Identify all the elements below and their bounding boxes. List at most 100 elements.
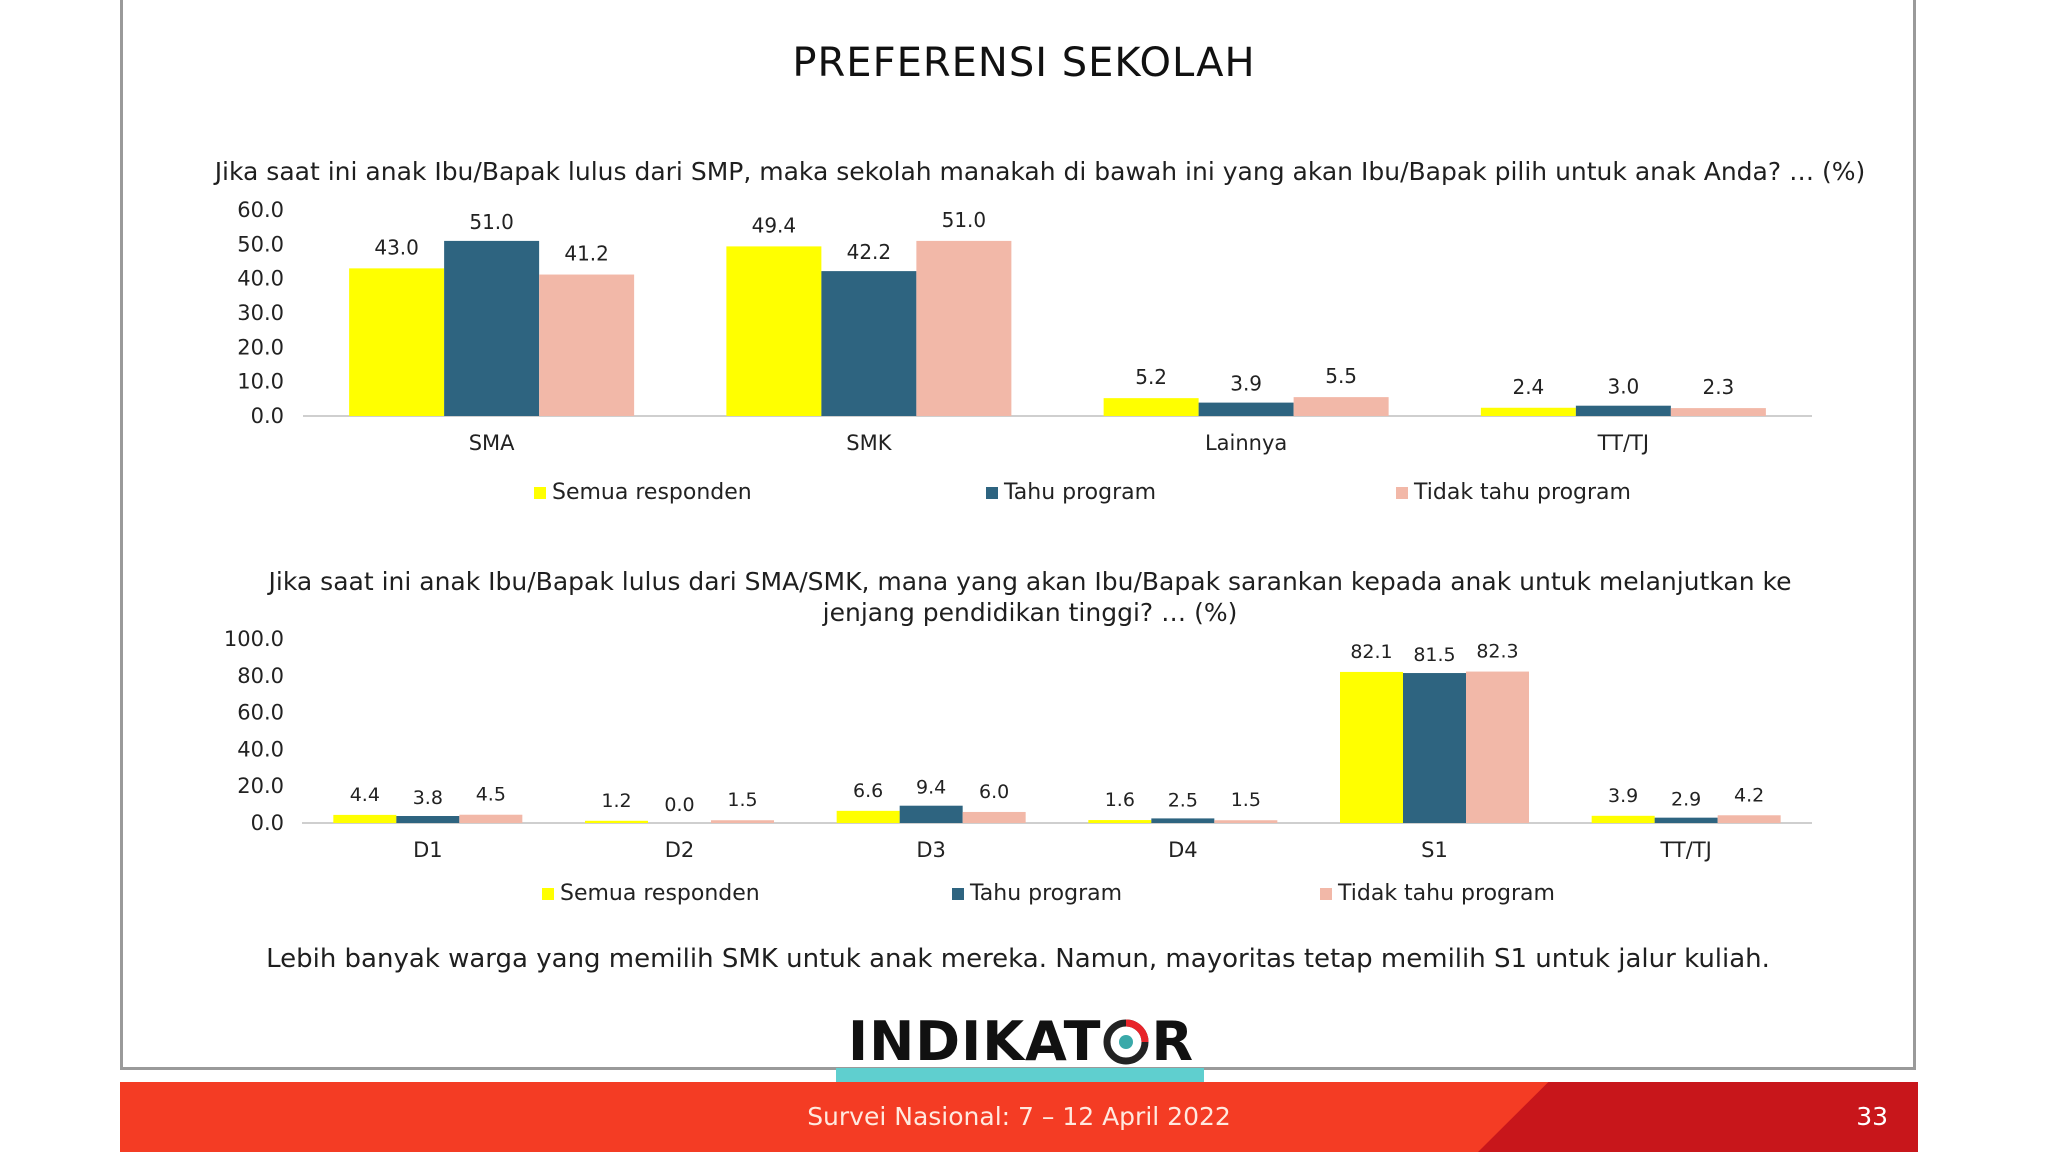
- category-label: S1: [1421, 838, 1448, 862]
- data-label: 43.0: [374, 235, 419, 259]
- y-tick-label: 0.0: [251, 811, 284, 835]
- legend-swatch: [534, 486, 546, 499]
- data-label: 1.5: [727, 789, 757, 811]
- bar: [1591, 815, 1655, 823]
- bar: [899, 805, 963, 823]
- bar: [711, 820, 774, 823]
- data-label: 1.6: [1105, 789, 1135, 811]
- bar: [539, 274, 635, 416]
- category-label: TT/TJ: [1597, 431, 1649, 455]
- y-tick-label: 20.0: [237, 335, 284, 359]
- footer-survey-text: Survei Nasional: 7 – 12 April 2022: [807, 1102, 1231, 1131]
- logo-target-icon: [1103, 1019, 1149, 1064]
- legend-swatch: [1320, 887, 1332, 900]
- data-label: 5.2: [1135, 365, 1167, 389]
- data-label: 0.0: [664, 794, 694, 816]
- bar: [1654, 817, 1718, 823]
- legend-label: Tidak tahu program: [1414, 480, 1631, 505]
- legend-label: Tidak tahu program: [1338, 881, 1555, 906]
- legend-label: Semua responden: [560, 881, 760, 906]
- data-label: 82.3: [1476, 641, 1518, 663]
- y-tick-label: 30.0: [237, 301, 284, 325]
- y-tick-label: 0.0: [251, 404, 284, 428]
- bar: [916, 240, 1012, 416]
- legend-swatch: [542, 887, 554, 900]
- bar: [333, 814, 397, 823]
- conclusion-note: Lebih banyak warga yang memilih SMK untu…: [266, 944, 1770, 974]
- bar: [1575, 405, 1671, 416]
- data-label: 2.4: [1512, 375, 1544, 399]
- slide-frame: [120, 0, 1916, 1070]
- data-label: 3.8: [413, 787, 443, 809]
- legend-swatch: [952, 887, 964, 900]
- indikator-logo: INDIKAT R: [848, 1010, 1194, 1073]
- chart1-question: Jika saat ini anak Ibu/Bapak lulus dari …: [214, 157, 1866, 186]
- bar: [1293, 397, 1389, 416]
- data-label: 3.9: [1230, 372, 1262, 396]
- chart1-legend-tahu: Tahu program: [986, 480, 1156, 505]
- category-label: D4: [1168, 838, 1198, 862]
- y-tick-label: 60.0: [237, 701, 284, 725]
- chart2-svg: 0.0 20.0 40.0 60.0 80.0 100.0 4.4 3.8 4.5 D1 1.2 0.…: [224, 627, 1812, 862]
- category-label: D3: [916, 838, 946, 862]
- category-label: Lainnya: [1205, 431, 1287, 455]
- data-label: 2.9: [1671, 789, 1701, 811]
- data-label: 3.9: [1608, 785, 1638, 807]
- legend-swatch: [1396, 486, 1408, 499]
- bar: [1103, 398, 1199, 416]
- category-label: SMK: [846, 431, 892, 455]
- data-label: 2.3: [1702, 375, 1734, 399]
- bar: [1088, 820, 1152, 823]
- y-tick-label: 40.0: [237, 267, 284, 291]
- bar: [459, 814, 523, 823]
- data-label: 82.1: [1350, 641, 1392, 663]
- legend-swatch: [986, 486, 998, 499]
- chart2-legend-tahu: Tahu program: [952, 881, 1122, 906]
- y-tick-label: 20.0: [237, 774, 284, 798]
- legend-label: Tahu program: [970, 881, 1123, 906]
- data-label: 81.5: [1413, 644, 1455, 666]
- bar: [396, 816, 460, 823]
- category-label: TT/TJ: [1659, 838, 1711, 862]
- data-label: 4.2: [1734, 784, 1764, 806]
- y-tick-label: 40.0: [237, 737, 284, 761]
- bar: [1717, 815, 1781, 823]
- chart1-legend-tidak: Tidak tahu program: [1396, 480, 1631, 505]
- data-label: 1.2: [601, 790, 631, 812]
- bar: [1466, 671, 1529, 823]
- data-label: 5.5: [1325, 364, 1357, 388]
- y-tick-label: 80.0: [237, 664, 284, 688]
- bar: [726, 246, 822, 416]
- data-label: 9.4: [916, 777, 946, 799]
- logo-text-left: INDIKAT: [848, 1010, 1102, 1073]
- bar: [1151, 818, 1215, 823]
- bar: [349, 268, 445, 416]
- chart1-svg: 0.0 10.0 20.0 30.0 40.0 50.0 60.0 43.0 51.0 41.2 S…: [237, 198, 1812, 455]
- data-label: 41.2: [564, 242, 609, 266]
- bar: [1198, 402, 1294, 416]
- page-number: 33: [1856, 1102, 1888, 1131]
- chart2-legend-semua: Semua responden: [542, 881, 760, 906]
- slide-title: PREFERENSI SEKOLAH: [792, 40, 1256, 86]
- category-label: D2: [665, 838, 695, 862]
- data-label: 4.5: [476, 784, 506, 806]
- data-label: 42.2: [847, 240, 892, 264]
- data-label: 2.5: [1168, 789, 1198, 811]
- bar: [1340, 671, 1403, 823]
- data-label: 51.0: [469, 210, 514, 234]
- category-label: SMA: [469, 431, 515, 455]
- bar: [1670, 408, 1766, 416]
- data-label: 6.0: [979, 781, 1009, 803]
- data-label: 3.0: [1607, 375, 1639, 399]
- chart2-legend-tidak: Tidak tahu program: [1320, 881, 1555, 906]
- category-label: D1: [413, 838, 443, 862]
- footer-dark-accent: [1478, 1082, 1918, 1152]
- chart2-question: Jika saat ini anak Ibu/Bapak lulus dari …: [268, 567, 1792, 627]
- bar: [1214, 820, 1278, 823]
- y-tick-label: 100.0: [224, 627, 284, 651]
- bar: [1480, 407, 1576, 416]
- y-tick-label: 50.0: [237, 232, 284, 256]
- data-label: 51.0: [942, 208, 987, 232]
- y-tick-label: 10.0: [237, 370, 284, 394]
- legend-label: Semua responden: [552, 480, 752, 505]
